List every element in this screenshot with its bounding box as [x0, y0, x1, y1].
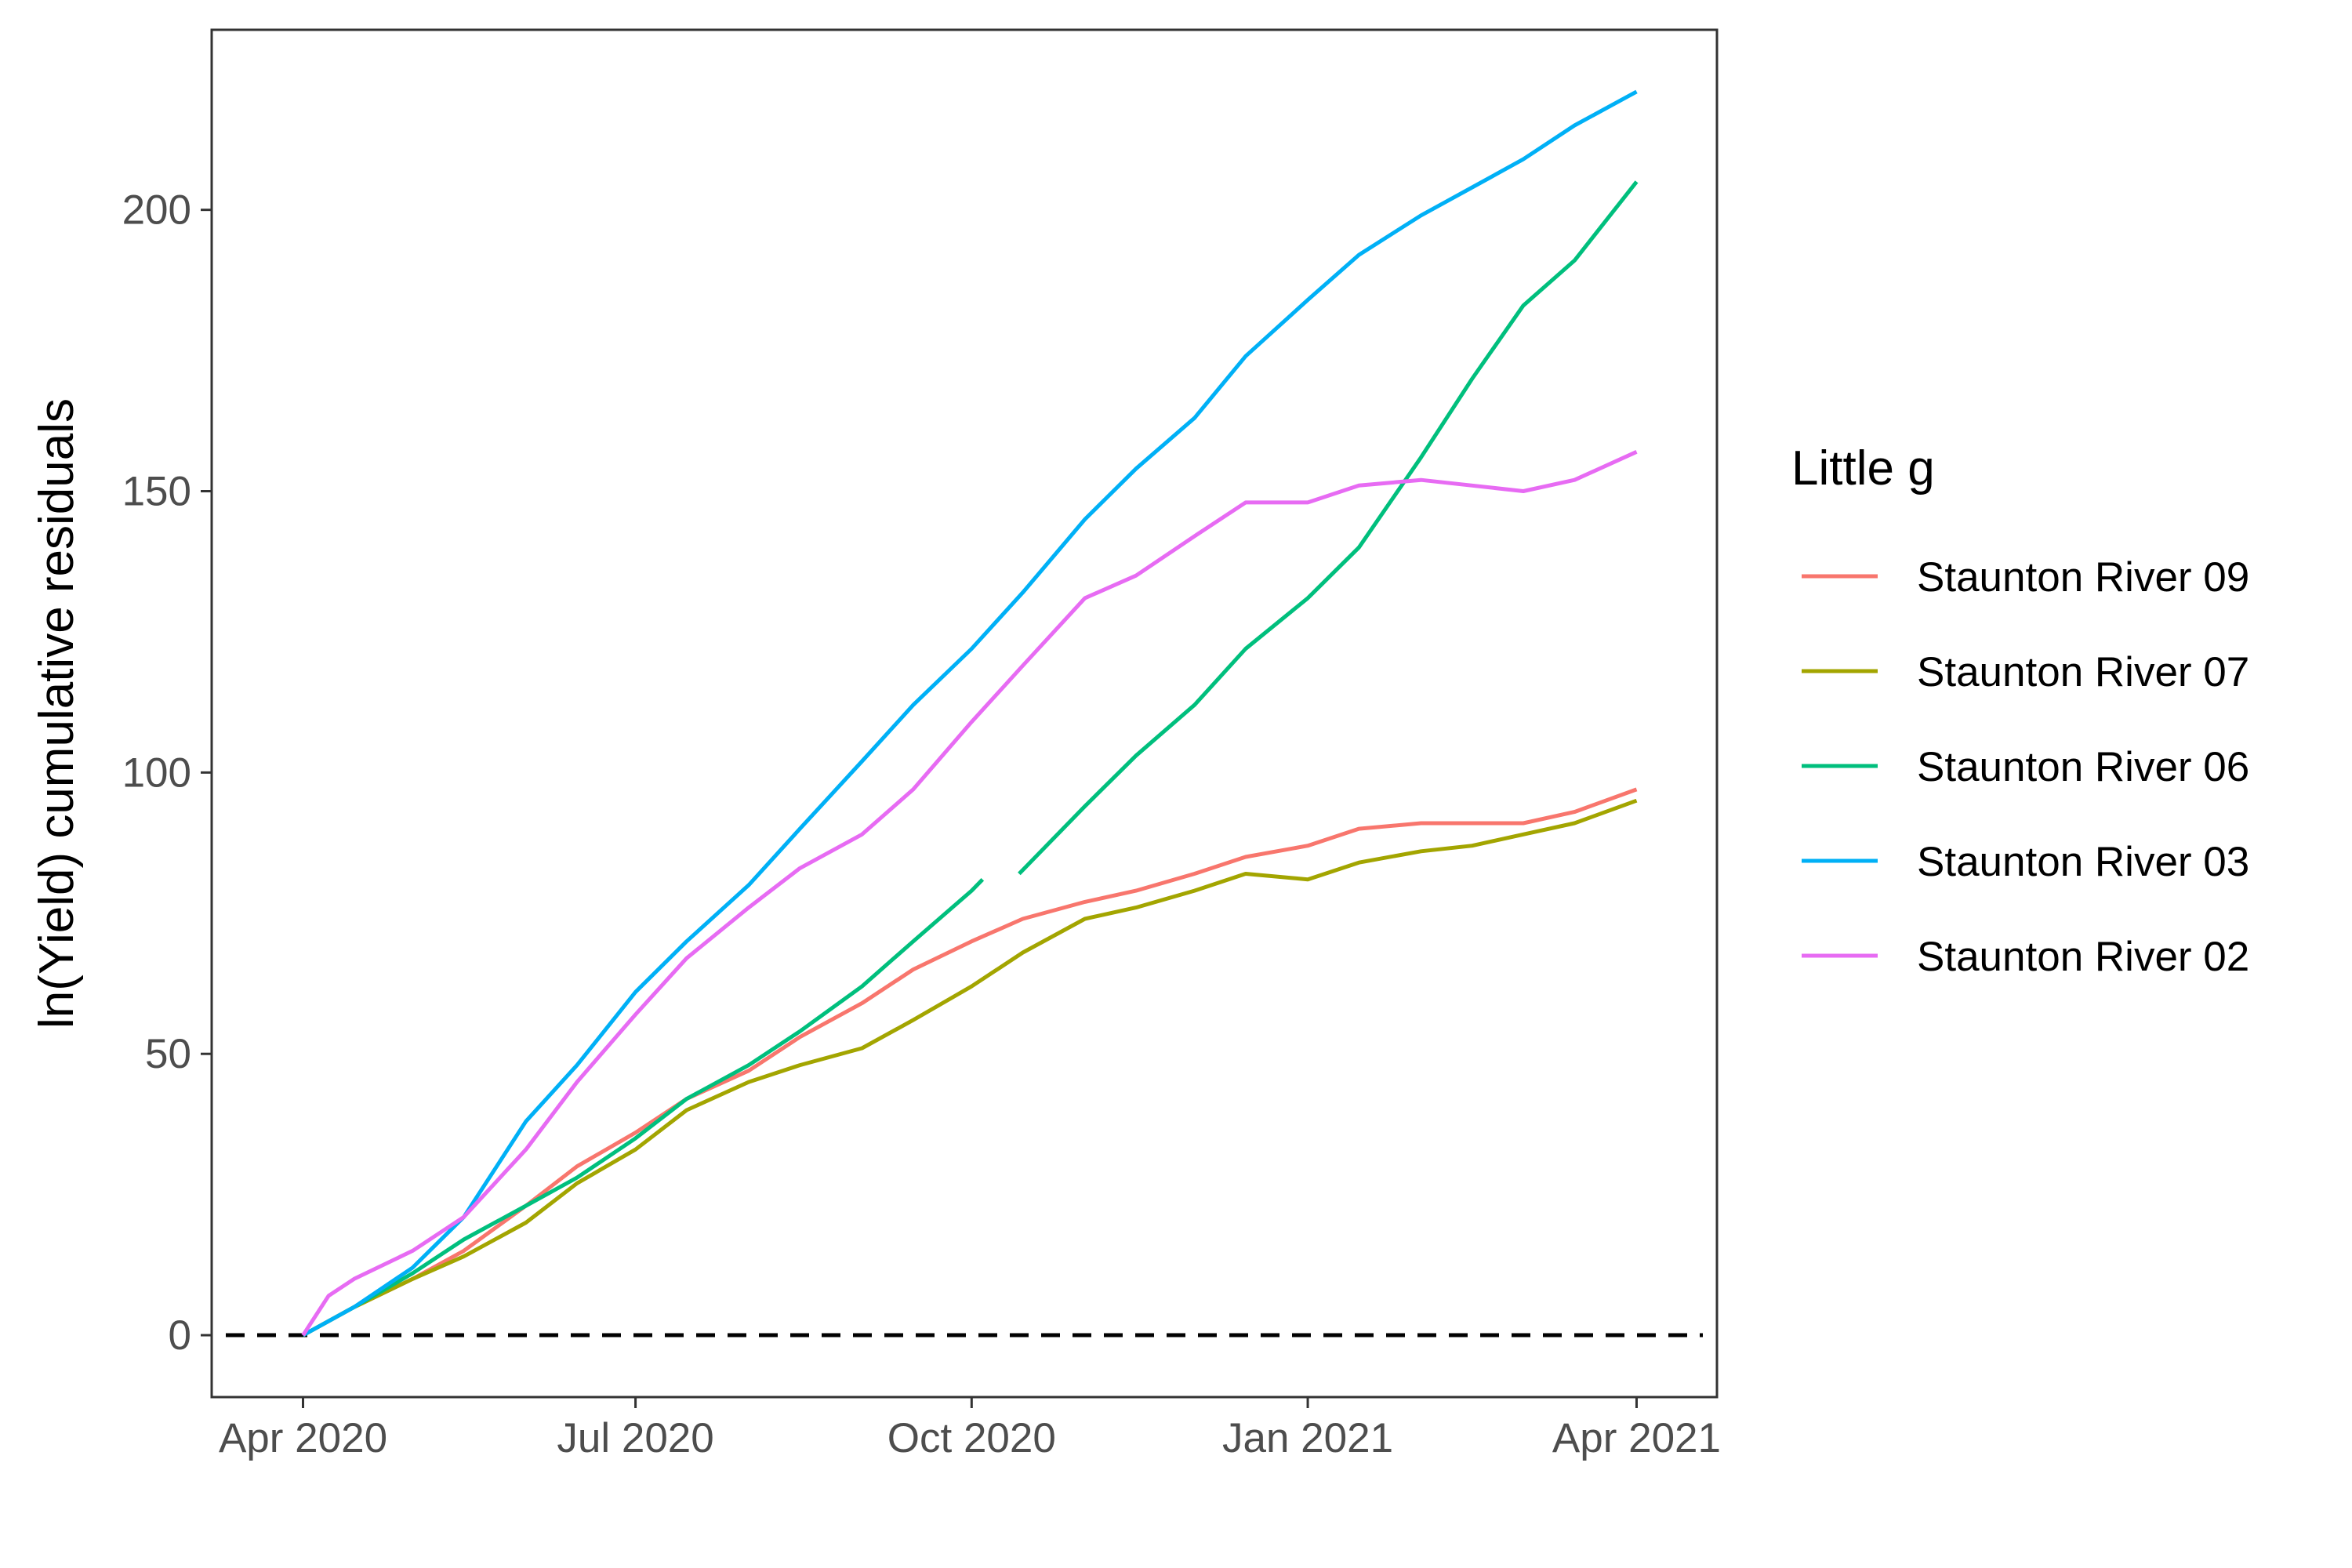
y-axis-label: ln(Yield) cumulative residuals	[30, 398, 84, 1029]
legend-item: Staunton River 03	[1802, 839, 2249, 885]
series-line-staunton-river-02	[301, 450, 1638, 1337]
y-tick-label: 0	[169, 1312, 191, 1359]
legend-item: Staunton River 07	[1802, 649, 2249, 695]
legend-item: Staunton River 02	[1802, 934, 2249, 980]
y-tick-label: 100	[122, 750, 191, 796]
series-line-staunton-river-03	[302, 89, 1638, 1338]
x-tick-label: Oct 2020	[887, 1415, 1056, 1461]
series-line-staunton-river-07	[302, 798, 1638, 1338]
legend-label: Staunton River 03	[1917, 839, 2249, 885]
legend-label: Staunton River 07	[1917, 649, 2249, 695]
series-lines-layer	[301, 89, 1639, 1338]
legend-item: Staunton River 09	[1802, 554, 2249, 601]
y-tick-label: 150	[122, 469, 191, 515]
series-line-staunton-river-06	[302, 180, 1639, 1338]
x-tick-label: Jul 2020	[557, 1415, 713, 1461]
plot-panel-border	[210, 28, 1719, 1399]
legend-item: Staunton River 06	[1802, 744, 2249, 790]
y-tick-label: 200	[122, 187, 191, 234]
x-axis: Apr 2020 Jul 2020 Oct 2020 Jan 2021 Apr 2021	[219, 1397, 1721, 1461]
x-tick-label: Apr 2021	[1552, 1415, 1721, 1461]
y-axis: 0 50 100 150 200	[122, 187, 212, 1359]
legend-label: Staunton River 06	[1917, 744, 2249, 790]
legend: Little g Staunton River 09 Staunton River…	[1791, 441, 2249, 980]
legend-title: Little g	[1791, 441, 1935, 495]
series-line-staunton-river-09	[302, 787, 1638, 1338]
x-tick-label: Apr 2020	[219, 1415, 387, 1461]
y-tick-label: 50	[145, 1031, 191, 1077]
legend-label: Staunton River 02	[1917, 934, 2249, 980]
legend-label: Staunton River 09	[1917, 554, 2249, 601]
x-tick-label: Jan 2021	[1222, 1415, 1393, 1461]
